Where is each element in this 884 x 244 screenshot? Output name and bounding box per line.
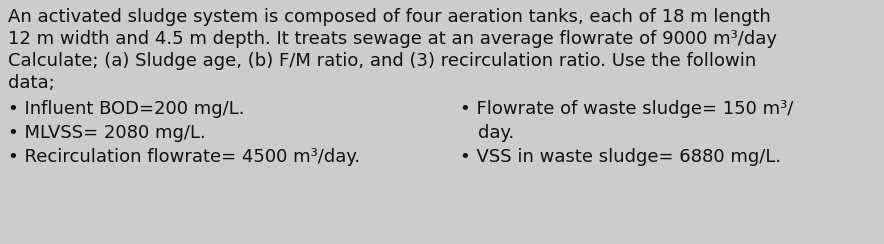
Text: Calculate; (a) Sludge age, (b) F/M ratio, and (3) recirculation ratio. Use the f: Calculate; (a) Sludge age, (b) F/M ratio… xyxy=(8,52,756,70)
Text: An activated sludge system is composed of four aeration tanks, each of 18 m leng: An activated sludge system is composed o… xyxy=(8,8,771,26)
Text: data;: data; xyxy=(8,74,55,92)
Text: • Influent BOD=200 mg/L.: • Influent BOD=200 mg/L. xyxy=(8,100,245,118)
Text: • MLVSS= 2080 mg/L.: • MLVSS= 2080 mg/L. xyxy=(8,124,206,142)
Text: • Flowrate of waste sludge= 150 m³/: • Flowrate of waste sludge= 150 m³/ xyxy=(460,100,793,118)
Text: • Recirculation flowrate= 4500 m³/day.: • Recirculation flowrate= 4500 m³/day. xyxy=(8,148,360,166)
Text: 12 m width and 4.5 m depth. It treats sewage at an average flowrate of 9000 m³/d: 12 m width and 4.5 m depth. It treats se… xyxy=(8,30,777,48)
Text: day.: day. xyxy=(478,124,514,142)
Text: • VSS in waste sludge= 6880 mg/L.: • VSS in waste sludge= 6880 mg/L. xyxy=(460,148,781,166)
